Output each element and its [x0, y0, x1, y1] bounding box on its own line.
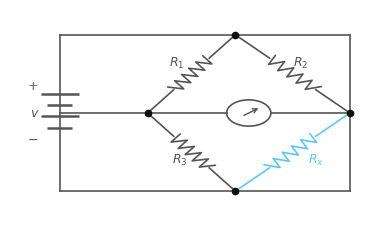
Text: $R_x$: $R_x$	[308, 152, 324, 167]
Text: $R_2$: $R_2$	[293, 55, 308, 70]
Text: +: +	[28, 80, 38, 93]
Text: $R_1$: $R_1$	[169, 55, 185, 70]
Text: $R_3$: $R_3$	[172, 152, 187, 167]
Text: −: −	[28, 133, 38, 146]
Text: $v$: $v$	[29, 107, 39, 120]
